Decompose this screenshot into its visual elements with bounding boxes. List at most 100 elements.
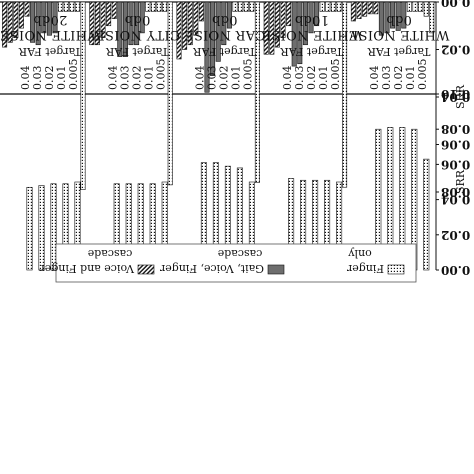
upper-y-tick-label: 0.06 <box>441 138 470 152</box>
group-title-noise: CITY NOISE <box>95 27 180 42</box>
bar-upper-finger-only <box>249 1 255 12</box>
target-far-tick-label: 0.04 <box>281 66 294 91</box>
bar-upper-voice-finger <box>100 1 106 38</box>
bar-upper-gait-voice-finger <box>30 1 36 43</box>
target-far-label: Target FAR <box>105 45 168 58</box>
legend-swatch-finger-only <box>387 264 405 275</box>
bar-upper-gait-voice-finger <box>390 1 396 29</box>
bar-upper-gait-voice-finger <box>139 1 145 34</box>
target-far-tick-label: 0.03 <box>118 66 131 91</box>
bar-upper-finger-only <box>336 1 342 12</box>
legend-label: Voice and Finger <box>39 262 135 275</box>
target-far-label: Target FAR <box>193 45 256 58</box>
bar-upper-gait-voice-finger <box>128 1 134 46</box>
target-far-tick-label: 0.005 <box>329 59 342 91</box>
target-far-tick-label: 0.005 <box>242 59 255 91</box>
bar-upper-finger-only <box>162 1 168 12</box>
legend-label-line2: cascade <box>218 247 263 260</box>
bar-upper-gait-voice-finger <box>134 1 140 46</box>
bar-upper-finger-only <box>243 1 249 12</box>
bar-upper-finger-only <box>330 1 336 12</box>
target-far-tick-label: 0.01 <box>230 66 243 91</box>
bar-lower <box>26 186 33 271</box>
bar-upper-finger-only <box>254 1 260 183</box>
bar-upper-finger-only <box>232 1 238 12</box>
target-far-tick-label: 0.04 <box>106 66 119 91</box>
bar-upper-voice-finger <box>263 1 269 55</box>
bar-upper-voice-finger <box>280 1 286 38</box>
bar-upper-gait-voice-finger <box>401 1 407 29</box>
bar-upper-gait-voice-finger <box>52 1 58 34</box>
group-title-noise: WHITE NOISE <box>349 27 450 42</box>
bar-upper-finger-only <box>156 1 162 12</box>
legend-label-line2: cascade <box>88 247 133 260</box>
group-title-snr: 0db <box>124 12 150 27</box>
target-far-tick-label: 0.01 <box>317 66 330 91</box>
bar-upper-voice-finger <box>193 1 199 36</box>
bar-upper-finger-only <box>429 1 435 34</box>
group-title-noise: WHITE NOISE <box>0 27 101 42</box>
labels-layer: 0.08 0.06 0.04 0.02 0.00 0.10 0.08 0.06 0.04 0.02… <box>0 0 470 283</box>
group-title-noise: CAR NOISE <box>184 27 266 42</box>
lower-y-tick-label: 0.08 <box>441 122 470 136</box>
bar-upper-finger-only <box>69 1 75 12</box>
bar-upper-finger-only <box>412 1 418 12</box>
bar-upper-gait-voice-finger <box>291 1 297 67</box>
bar-upper-voice-finger <box>350 1 356 22</box>
bar-upper-voice-finger <box>13 1 19 38</box>
bar-upper-gait-voice-finger <box>41 1 47 34</box>
target-far-tick-label: 0.03 <box>31 66 44 91</box>
bar-upper-voice-finger <box>362 1 368 17</box>
bar-upper-finger-only <box>319 1 325 12</box>
bar-upper-voice-finger <box>373 1 379 15</box>
target-far-tick-label: 0.04 <box>19 66 32 91</box>
bar-upper-gait-voice-finger <box>221 1 227 46</box>
bar-upper-gait-voice-finger <box>122 1 128 57</box>
target-far-tick-label: 0.03 <box>293 66 306 91</box>
legend-box <box>55 243 417 283</box>
bar-upper-gait-voice-finger <box>35 1 41 46</box>
lower-y-tick-label: 0.04 <box>441 193 470 207</box>
bar-upper-finger-only <box>74 1 80 12</box>
bar-upper-voice-finger <box>367 1 373 15</box>
bar-upper-finger-only <box>167 1 173 186</box>
bar-upper-finger-only <box>80 1 86 190</box>
bar-upper-finger-only <box>150 1 156 12</box>
bar-lower <box>423 158 430 271</box>
bar-upper-finger-only <box>63 1 69 12</box>
target-far-tick-label: 0.02 <box>130 66 143 91</box>
bar-upper-voice-finger <box>24 1 30 17</box>
target-far-tick-label: 0.04 <box>368 66 381 91</box>
bar-upper-voice-finger <box>2 1 8 48</box>
upper-y-tick-label: 0.08 <box>441 185 470 199</box>
target-far-tick-label: 0.04 <box>194 66 207 91</box>
bar-upper-finger-only <box>423 1 429 17</box>
target-far-tick-label: 0.03 <box>206 66 219 91</box>
bar-upper-finger-only <box>418 1 424 12</box>
bar-upper-voice-finger <box>7 1 13 43</box>
target-far-label: Target FAR <box>18 45 81 58</box>
bar-upper-gait-voice-finger <box>395 1 401 31</box>
bar-upper-gait-voice-finger <box>378 1 384 36</box>
bar-upper-voice-finger <box>106 1 112 27</box>
lower-y-tick-label: 0.00 <box>441 263 470 277</box>
target-far-tick-label: 0.01 <box>142 66 155 91</box>
bar-upper-gait-voice-finger <box>210 1 216 76</box>
bar-upper-gait-voice-finger <box>226 1 232 29</box>
bar-upper-finger-only <box>58 1 64 12</box>
lower-y-tick-label: 0.06 <box>441 157 470 171</box>
lower-y-tick-label: 0.02 <box>441 228 470 242</box>
target-far-tick-label: 0.02 <box>305 66 318 91</box>
bar-upper-voice-finger <box>94 1 100 46</box>
bar-upper-voice-finger <box>274 1 280 48</box>
group-title-snr: 0db <box>212 12 238 27</box>
bar-upper-voice-finger <box>286 1 292 27</box>
bar-upper-gait-voice-finger <box>297 1 303 65</box>
bar-lower <box>38 185 45 271</box>
bar-upper-voice-finger <box>356 1 362 19</box>
bar-upper-voice-finger <box>176 1 182 60</box>
upper-y-tick-label: 0.04 <box>441 90 470 104</box>
group-title-noise: WHITE NOISE <box>261 27 362 42</box>
